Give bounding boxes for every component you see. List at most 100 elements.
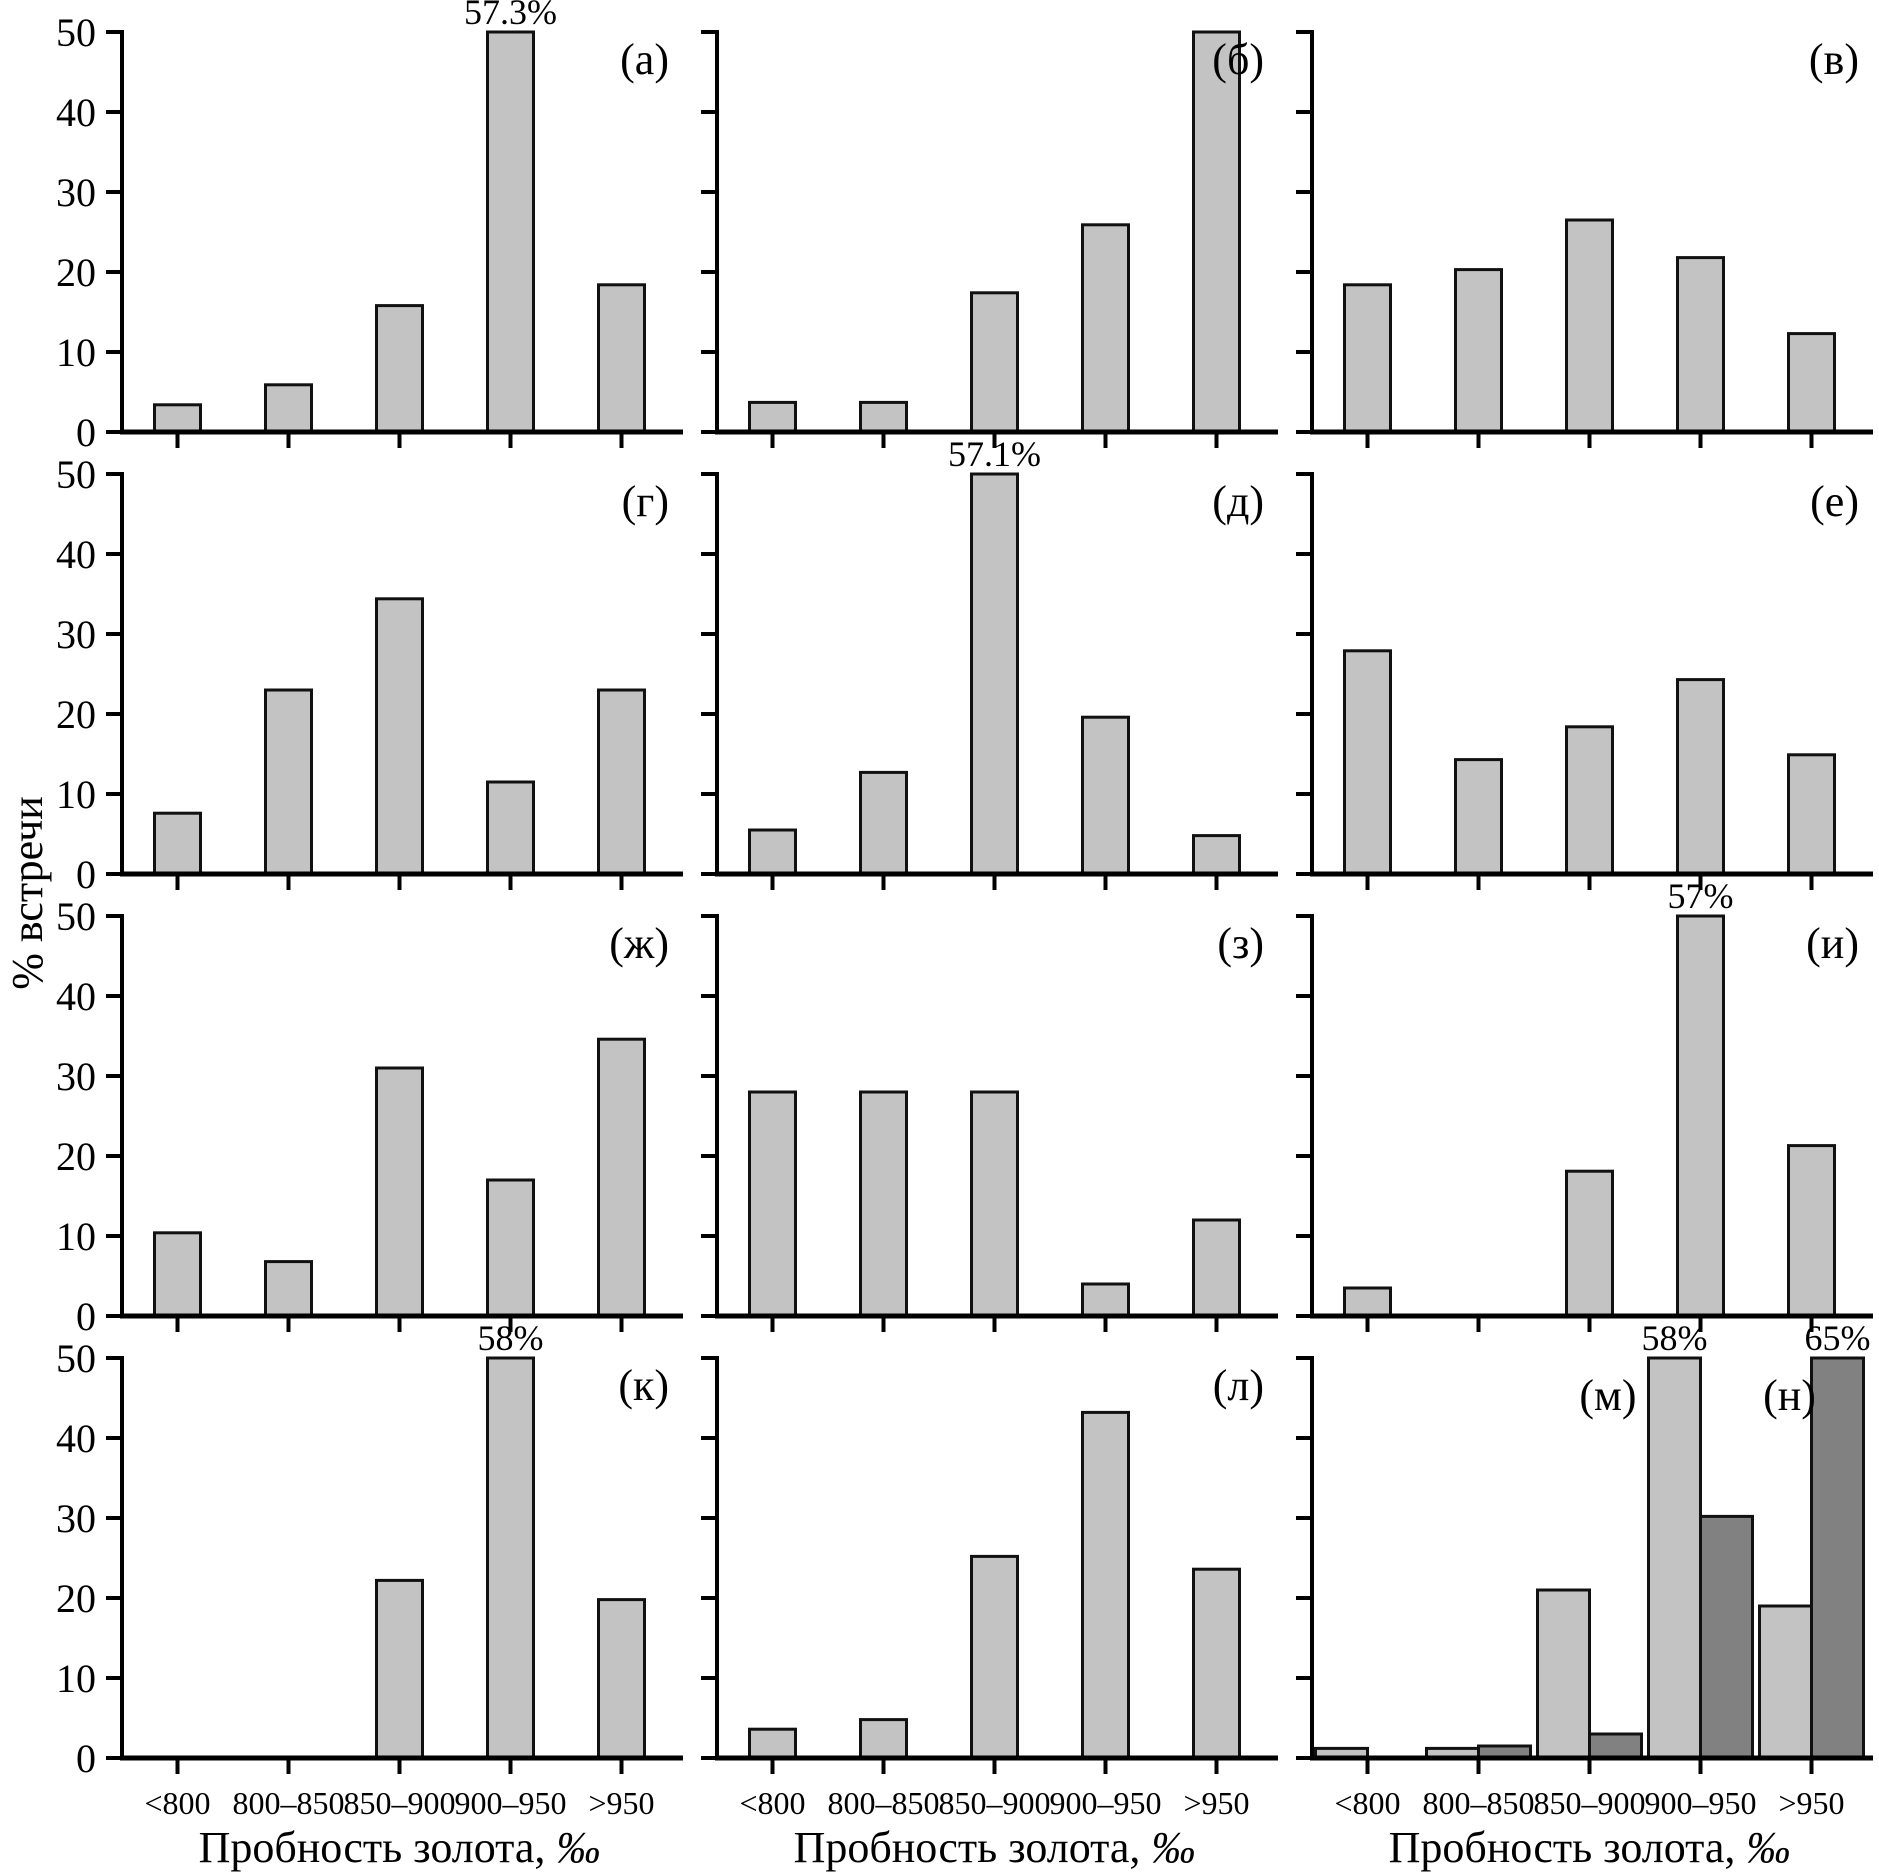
bar <box>1699 1514 1754 1760</box>
bar <box>597 688 646 876</box>
bar <box>970 291 1019 434</box>
bar <box>486 780 535 876</box>
x-tick-label: 900–950 <box>455 1785 567 1821</box>
x-tick-label: 900–950 <box>1050 1785 1162 1821</box>
panel-label: (в) <box>1809 35 1859 84</box>
bar <box>1647 1356 1702 1760</box>
bar <box>1787 1144 1836 1318</box>
bar <box>748 1090 797 1318</box>
bar <box>1081 1282 1130 1318</box>
y-tick-label: 0 <box>76 410 96 455</box>
x-tick-label: 800–850 <box>233 1785 345 1821</box>
bar <box>859 1718 908 1760</box>
panel-в: (в) <box>1296 30 1873 448</box>
bar <box>1343 1286 1392 1318</box>
y-tick-label: 50 <box>56 1336 96 1381</box>
panel-к: 58% 0 10 20 30 40 50 <800 800–850 850–900 900–950 >… <box>56 1318 683 1872</box>
bar-annotation: 58% <box>478 1318 544 1358</box>
bar <box>748 828 797 876</box>
bar <box>264 1260 313 1318</box>
bar <box>1676 678 1725 876</box>
panel-label: (к) <box>618 1361 669 1410</box>
bar <box>597 283 646 434</box>
bar <box>375 1578 424 1760</box>
panel-label: (г) <box>622 477 669 526</box>
bar <box>1081 715 1130 876</box>
y-tick-label: 50 <box>56 452 96 497</box>
panel-з: (з) <box>701 914 1278 1332</box>
y-tick-label: 30 <box>56 1496 96 1541</box>
panel-label: (з) <box>1217 919 1264 968</box>
bar <box>970 472 1019 876</box>
y-tick-label: 30 <box>56 170 96 215</box>
bar <box>1343 649 1392 876</box>
y-tick-label: 10 <box>56 330 96 375</box>
bar <box>1454 758 1503 876</box>
bar <box>859 770 908 876</box>
bar <box>375 304 424 434</box>
bar <box>748 400 797 434</box>
y-tick-label: 0 <box>76 852 96 897</box>
bar <box>1676 914 1725 1318</box>
panel-б: (б) <box>701 30 1278 448</box>
x-tick-label: <800 <box>144 1785 210 1821</box>
y-axis-title: % встречи <box>3 796 52 990</box>
y-tick-label: 20 <box>56 1576 96 1621</box>
bar <box>1758 1604 1813 1760</box>
bar <box>1343 283 1392 434</box>
bar <box>153 811 202 876</box>
bar <box>1536 1588 1591 1760</box>
x-axis-title: Пробность золота, ‰ <box>1389 1823 1791 1872</box>
panel-label: (л) <box>1213 1361 1264 1410</box>
bar <box>486 30 535 434</box>
x-tick-label: <800 <box>1334 1785 1400 1821</box>
panel-ж: 0 10 20 30 40 50 (ж) <box>56 894 683 1339</box>
bar <box>1081 223 1130 434</box>
x-axis-title: Пробность золота, ‰ <box>199 1823 601 1872</box>
panel-label: (б) <box>1212 35 1264 84</box>
bar <box>597 1037 646 1318</box>
x-tick-label: 900–950 <box>1645 1785 1757 1821</box>
x-tick-label: 850–900 <box>344 1785 456 1821</box>
bar <box>1192 1218 1241 1318</box>
x-axis-title: Пробность золота, ‰ <box>794 1823 1196 1872</box>
y-tick-label: 20 <box>56 1134 96 1179</box>
x-tick-label: 850–900 <box>939 1785 1051 1821</box>
panel-а: 57.3% 0 10 20 30 40 50 (а) <box>56 0 683 455</box>
panel-и: 57% (и) <box>1296 876 1873 1332</box>
bar <box>970 1090 1019 1318</box>
bar-annotation: 57% <box>1668 876 1734 916</box>
bar <box>1565 218 1614 434</box>
bar <box>1676 256 1725 434</box>
bar <box>1192 30 1241 434</box>
x-tick-label: >950 <box>588 1785 654 1821</box>
bar <box>264 383 313 434</box>
bar <box>153 403 202 434</box>
bar <box>486 1178 535 1318</box>
y-tick-label: 0 <box>76 1736 96 1781</box>
panel-д: 57.1% (д) <box>701 434 1278 890</box>
bar <box>1454 268 1503 434</box>
bar-annotation: 58% <box>1642 1318 1708 1358</box>
x-tick-label: 800–850 <box>828 1785 940 1821</box>
bar <box>1565 1169 1614 1318</box>
x-tick-label: >950 <box>1778 1785 1844 1821</box>
bar <box>597 1598 646 1760</box>
y-tick-label: 10 <box>56 1656 96 1701</box>
bar <box>970 1554 1019 1760</box>
bar <box>264 688 313 876</box>
bar <box>1192 1567 1241 1760</box>
bar <box>859 400 908 434</box>
bar-annotation: 65% <box>1805 1318 1871 1358</box>
bar <box>748 1727 797 1760</box>
panel-label: (н) <box>1763 1371 1816 1420</box>
y-tick-label: 20 <box>56 250 96 295</box>
bar <box>1588 1732 1643 1760</box>
bar <box>1565 725 1614 876</box>
histogram-grid: 57.3% 0 10 20 30 40 50 (а) (б) (в) 0 10 20 30 40 50 (г) 5… <box>12 0 1873 1872</box>
bar <box>859 1090 908 1318</box>
bar <box>1787 332 1836 434</box>
panel-label: (м) <box>1579 1371 1636 1420</box>
y-tick-label: 50 <box>56 10 96 55</box>
